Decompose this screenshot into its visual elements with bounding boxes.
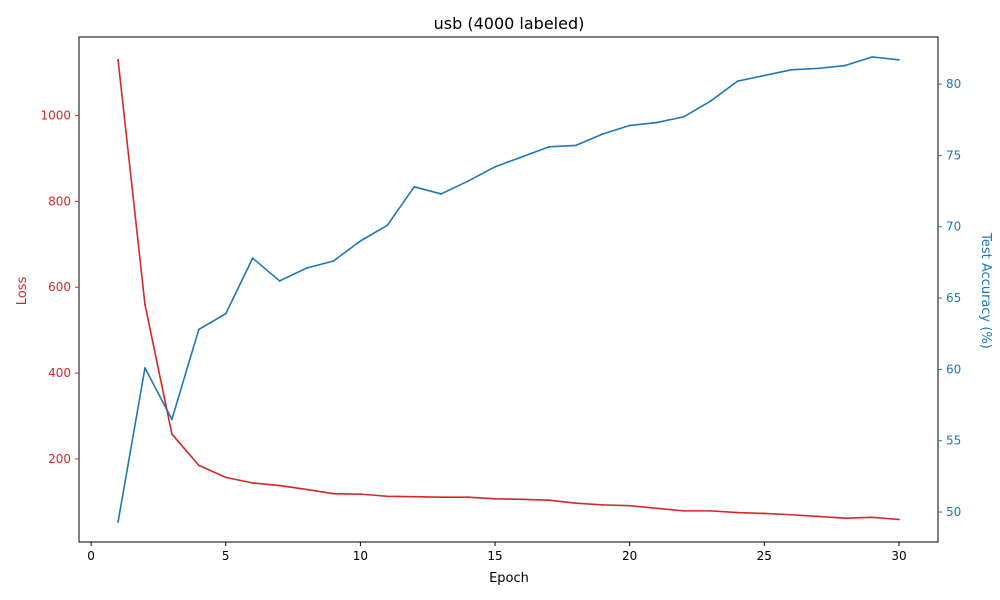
test-accuracy-point (817, 67, 820, 70)
right-y-tick-label: 60 (946, 362, 961, 376)
loss-point (871, 516, 873, 519)
left-y-tick-label: 400 (48, 366, 71, 380)
test-accuracy-point (521, 155, 523, 158)
x-tick-label: 20 (622, 549, 637, 563)
loss-point (332, 492, 335, 495)
test-accuracy-point (197, 328, 200, 331)
test-accuracy-point (440, 193, 443, 195)
test-accuracy-point (386, 224, 389, 227)
test-accuracy-point (601, 133, 604, 135)
left-y-tick-label: 200 (48, 452, 71, 466)
right-y-tick-label: 50 (946, 505, 961, 519)
loss-point (467, 496, 470, 499)
x-tick-label: 30 (891, 549, 906, 563)
loss-point (521, 498, 523, 501)
test-accuracy-point (144, 367, 146, 369)
test-accuracy-point (494, 165, 496, 168)
test-accuracy-point (682, 115, 685, 118)
test-accuracy-point (467, 180, 470, 182)
loss-point (197, 464, 200, 467)
loss-point (547, 499, 550, 502)
x-axis-label: Epoch (489, 571, 529, 586)
x-tick-label: 25 (757, 549, 772, 563)
loss-point (494, 497, 496, 500)
loss-point (601, 503, 604, 506)
test-accuracy-point (790, 68, 793, 71)
left-y-axis-label: Loss (15, 277, 30, 306)
loss-point (844, 517, 846, 520)
loss-point (790, 513, 793, 516)
loss-point (682, 509, 685, 512)
loss-point (278, 484, 281, 487)
test-accuracy-point (305, 267, 308, 270)
test-accuracy-point (898, 58, 900, 61)
right-y-tick-label: 65 (946, 291, 961, 305)
loss-point (359, 493, 362, 496)
test-accuracy-series-line (117, 56, 900, 523)
plot-area (117, 56, 900, 523)
right-y-tick-label: 70 (946, 220, 961, 234)
x-tick-label: 15 (487, 549, 502, 563)
loss-point (736, 511, 739, 514)
right-y-tick-label: 80 (946, 77, 961, 91)
loss-point (251, 482, 254, 484)
test-accuracy-point (224, 312, 227, 315)
loss-point (440, 496, 443, 499)
x-tick-label: 5 (222, 549, 230, 563)
loss-point (117, 58, 119, 61)
right-y-tick-label: 55 (946, 434, 961, 448)
right-y-axis-label: Test Accuracy (%) (978, 232, 993, 349)
x-tick-label: 10 (353, 549, 368, 563)
loss-series-line (117, 59, 900, 521)
loss-point (628, 504, 631, 507)
loss-point (305, 488, 308, 491)
left-y-tick-label: 600 (48, 280, 71, 294)
test-accuracy-point (171, 418, 173, 421)
test-accuracy-point (547, 145, 550, 148)
loss-point (898, 518, 900, 521)
loss-point (655, 507, 658, 510)
loss-point (709, 509, 712, 512)
axes-frame (78, 36, 939, 543)
loss-point (224, 476, 227, 479)
test-accuracy-point (117, 521, 119, 523)
test-accuracy-point (655, 121, 658, 124)
test-accuracy-point (278, 280, 281, 282)
test-accuracy-point (763, 74, 766, 77)
chart-title: usb (4000 labeled) (434, 14, 585, 33)
loss-point (144, 303, 146, 306)
loss-point (171, 433, 173, 435)
test-accuracy-point (844, 64, 846, 67)
test-accuracy-point (332, 260, 335, 262)
test-accuracy-point (574, 144, 577, 147)
left-y-tick-label: 1000 (40, 109, 71, 123)
loss-point (386, 495, 389, 498)
axes: 0 5 10 15 20 25 30 200 400 600 800 1000 50 55 60 65 70 75… (40, 36, 961, 563)
test-accuracy-point (628, 124, 631, 127)
test-accuracy-point (251, 257, 254, 260)
test-accuracy-point (871, 56, 873, 58)
right-y-tick-label: 75 (946, 148, 961, 162)
test-accuracy-point (413, 185, 416, 188)
loss-point (574, 502, 577, 505)
test-accuracy-point (736, 80, 739, 83)
left-y-tick-label: 800 (48, 194, 71, 208)
loss-point (817, 515, 820, 518)
loss-point (763, 512, 766, 515)
x-tick-label: 0 (87, 549, 95, 563)
loss-point (413, 495, 416, 498)
test-accuracy-point (359, 240, 362, 242)
test-accuracy-point (709, 100, 712, 103)
